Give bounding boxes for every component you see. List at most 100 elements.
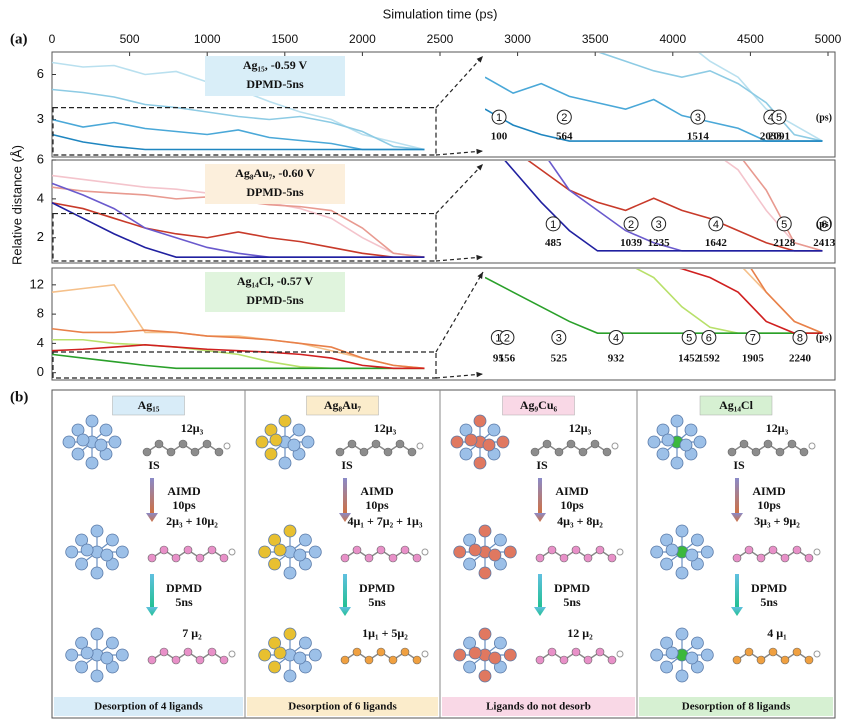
atom [473,456,487,470]
event-time: 2240 [789,352,812,364]
atom [650,545,664,559]
atom [293,651,307,665]
atom [660,533,673,547]
atom [308,545,322,559]
event-time: 564 [556,131,573,143]
ligand-atom [340,655,350,665]
y-tick-label: 4 [37,190,44,205]
ligand-label: 12μ₃ [374,421,397,435]
h-atom [616,650,624,658]
ligand-atom [412,655,422,665]
ligand-atom [547,545,557,555]
event-number: 2 [628,219,634,231]
h-atom [228,650,236,658]
zoom-line [698,53,823,142]
event-marker [608,329,624,345]
time-label: 10ps [757,498,781,512]
annotation: Ag₈Au₇, -0.60 V [235,166,315,180]
ligand-atom [792,647,802,657]
event-time: 1235 [648,237,671,249]
y-tick-label: 6 [37,66,44,81]
atom [463,533,477,547]
atom [268,533,282,547]
h-atom [813,548,821,556]
ligand-atom [583,553,593,563]
x-axis-title: Simulation time (ps) [383,6,498,21]
data-line [51,88,425,151]
ligand-atom [207,545,217,555]
ligand-atom [147,655,157,665]
atom [71,423,85,437]
x-tick-label: 2000 [349,32,376,46]
time-label: 5ns [760,595,778,609]
ligand-atom [171,655,181,665]
y-tick-label: 4 [37,335,44,350]
ligand-atom [780,553,790,563]
event-number: 5 [781,219,787,231]
event-time: 2128 [773,237,796,249]
atom [75,636,88,650]
event-time: 2033 [760,131,783,143]
atom [670,456,684,470]
process-arrow [735,574,739,608]
atom [503,648,517,662]
method-label: AIMD [752,484,786,498]
event-marker [545,216,561,232]
x-tick-label: 5000 [815,32,842,46]
ligand-atom [607,553,617,563]
annotation-box [205,272,345,312]
ligand-label: 4μ₃ + 8μ₂ [557,514,603,528]
ligand-atom [207,647,217,657]
zoom-line [504,161,823,252]
atom [258,545,272,559]
zoom-line [679,269,823,334]
ligand-atom [732,553,742,563]
summary-box [639,697,833,716]
x-tick-label: 3000 [504,32,531,46]
atom [75,660,88,674]
ligand-atom [780,655,790,665]
ligand-atom [530,447,540,457]
process-arrow [343,478,347,514]
event-time: 156 [499,352,516,364]
event-marker [745,329,761,345]
x-tick-label: 1000 [194,32,221,46]
event-time: 1905 [742,352,765,364]
atom [670,414,684,428]
ligand-atom [607,655,617,665]
event-marker [681,329,697,345]
ligand-atom [352,647,362,657]
annotation: DPMD-5ns [246,185,304,199]
atom [76,433,90,447]
h-atom [813,650,821,658]
data-line [52,338,425,370]
event-time: 2413 [813,237,836,249]
column-title: Ag₁₅ [138,398,160,412]
ligand-label: 12μ₃ [766,421,789,435]
ligand-atom [159,545,169,555]
plot-frame [51,51,836,158]
method-label: AIMD [360,484,394,498]
ligand-atom [383,447,393,457]
atom [269,433,283,447]
ligand-atom [804,553,814,563]
zoom-line [485,276,823,334]
data-line [51,327,425,370]
arrow-head [476,254,483,261]
ligand-atom [799,447,809,457]
atom [478,566,492,580]
column-title: Ag₁₄Cl [719,398,754,412]
event-number: 2 [561,112,567,124]
ligand-label: 4 μ₁ [767,626,787,640]
ligand-atom [388,553,398,563]
ligand-atom [732,655,742,665]
event-number: 5 [686,332,692,344]
arrow-head [476,371,483,378]
atom [463,557,477,571]
event-time: 485 [545,237,562,249]
ligand-label: 12 μ₂ [567,626,593,640]
event-time: 1642 [705,237,728,249]
zoom-arrow [435,256,484,262]
event-number: 6 [821,219,827,231]
zoom-line [527,161,823,252]
